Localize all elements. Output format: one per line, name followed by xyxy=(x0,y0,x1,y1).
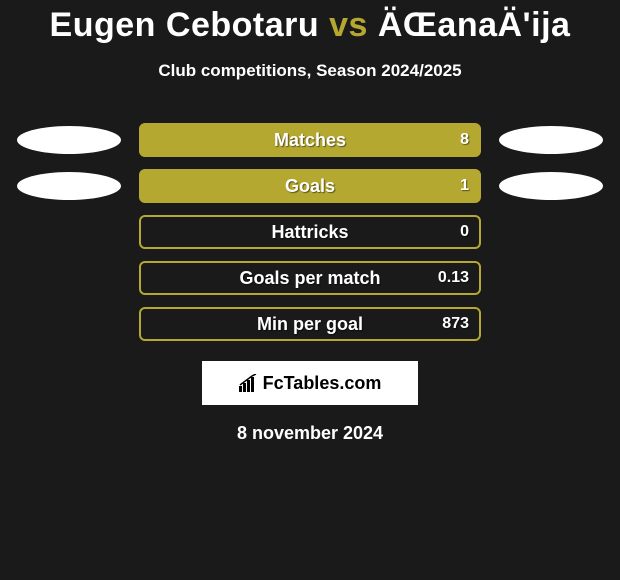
player1-value-ellipse xyxy=(17,172,121,200)
subtitle: Club competitions, Season 2024/2025 xyxy=(0,61,620,81)
player1-name: Eugen Cebotaru xyxy=(50,6,320,44)
brand-text: FcTables.com xyxy=(263,373,382,394)
page-title: Eugen Cebotaru vs ÄŒanaÄ'ija xyxy=(0,6,620,45)
stat-value: 8 xyxy=(460,131,469,149)
stat-row: Min per goal 873 xyxy=(0,307,620,341)
player2-name: ÄŒanaÄ'ija xyxy=(378,6,571,44)
stat-bar: Min per goal 873 xyxy=(139,307,481,341)
date-label: 8 november 2024 xyxy=(0,423,620,444)
stat-bar: Goals per match 0.13 xyxy=(139,261,481,295)
stat-value: 0 xyxy=(460,223,469,241)
stat-label: Goals xyxy=(285,176,335,197)
stat-row: Matches 8 xyxy=(0,123,620,157)
player1-value-ellipse xyxy=(17,126,121,154)
vs-separator: vs xyxy=(329,6,368,44)
stat-label: Goals per match xyxy=(239,268,380,289)
stat-label: Min per goal xyxy=(257,314,363,335)
stat-value: 873 xyxy=(442,315,469,333)
stat-bar: Matches 8 xyxy=(139,123,481,157)
chart-icon xyxy=(239,374,259,392)
stat-bar: Goals 1 xyxy=(139,169,481,203)
stat-label: Hattricks xyxy=(271,222,348,243)
stat-label: Matches xyxy=(274,130,346,151)
stat-row: Hattricks 0 xyxy=(0,215,620,249)
stats-rows: Matches 8 Goals 1 Hattricks 0 Goals per match 0… xyxy=(0,123,620,341)
stats-card: Eugen Cebotaru vs ÄŒanaÄ'ija Club compet… xyxy=(0,0,620,444)
brand-badge[interactable]: FcTables.com xyxy=(202,361,418,405)
player2-value-ellipse xyxy=(499,126,603,154)
stat-bar: Hattricks 0 xyxy=(139,215,481,249)
stat-value: 0.13 xyxy=(438,269,469,287)
stat-value: 1 xyxy=(460,177,469,195)
stat-row: Goals per match 0.13 xyxy=(0,261,620,295)
player2-value-ellipse xyxy=(499,172,603,200)
stat-row: Goals 1 xyxy=(0,169,620,203)
